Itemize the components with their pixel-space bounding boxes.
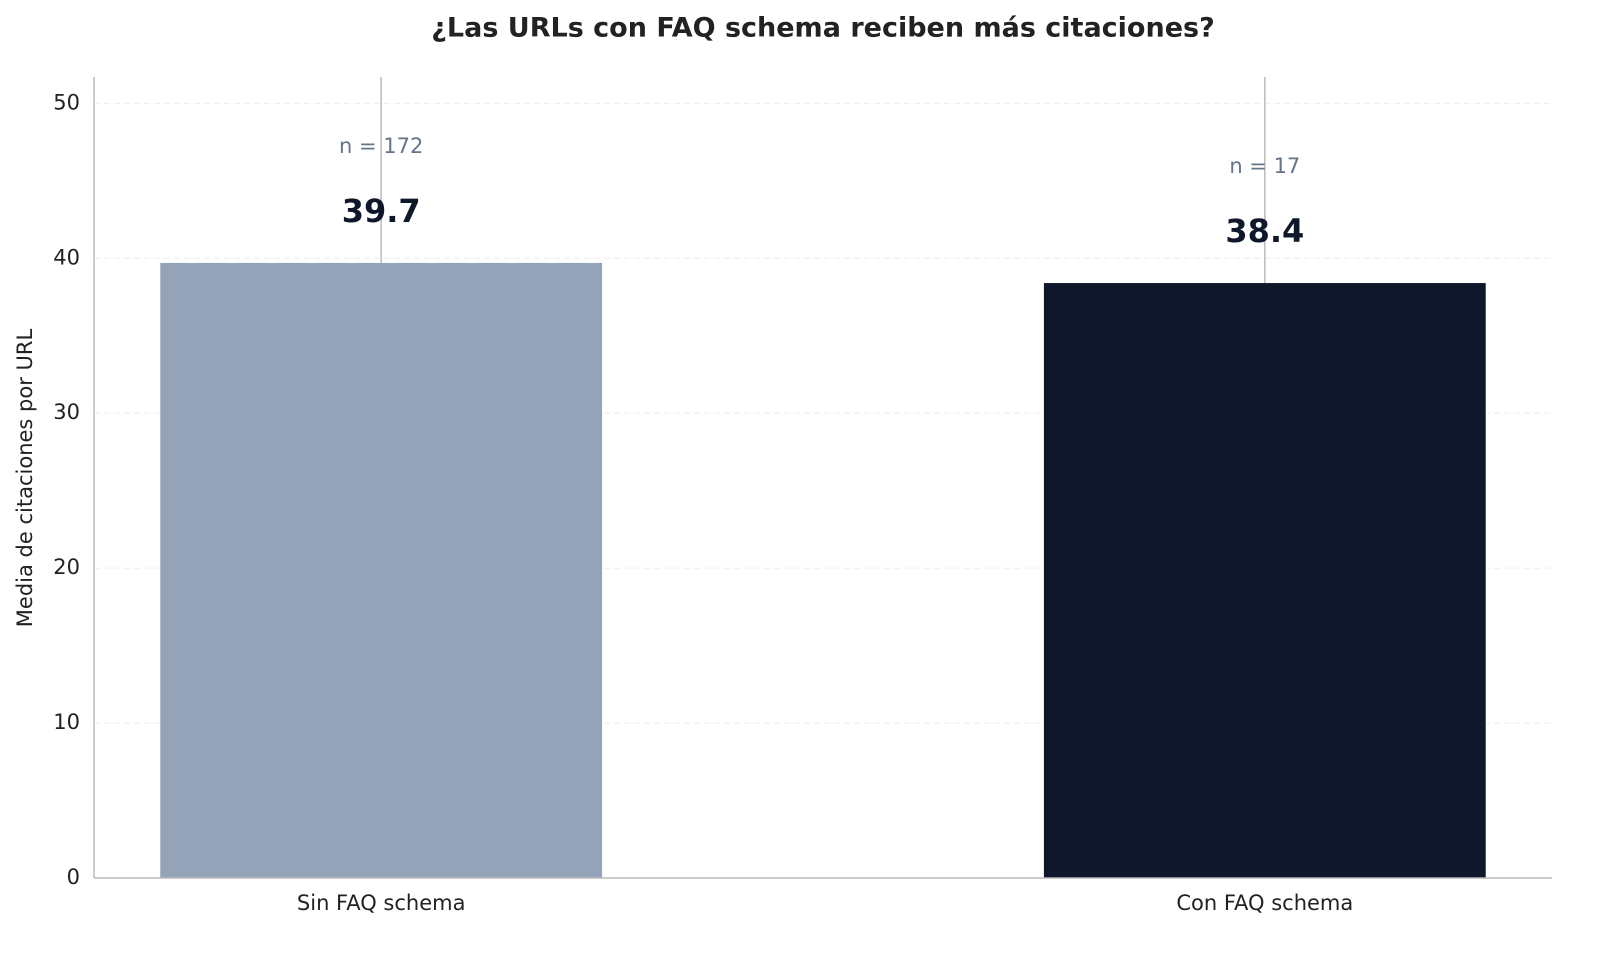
y-tick-label: 50 bbox=[53, 90, 80, 114]
y-tick-label: 30 bbox=[53, 400, 80, 424]
x-tick-label: Sin FAQ schema bbox=[297, 891, 466, 915]
sample-size-label: n = 17 bbox=[1229, 154, 1300, 178]
y-tick-label: 10 bbox=[53, 710, 80, 734]
bar bbox=[1043, 283, 1486, 879]
labels: 0 10 20 30 40 50 Sin FAQ schema 39.7 n = 172 Con … bbox=[53, 90, 1353, 915]
value-label: 39.7 bbox=[342, 192, 421, 230]
y-tick-label: 20 bbox=[53, 555, 80, 579]
y-tick-label: 40 bbox=[53, 245, 80, 269]
bar bbox=[160, 262, 603, 878]
x-tick-label: Con FAQ schema bbox=[1176, 891, 1353, 915]
chart-title: ¿Las URLs con FAQ schema reciben más cit… bbox=[431, 13, 1215, 44]
y-tick-label: 0 bbox=[67, 865, 80, 889]
y-axis-label: Media de citaciones por URL bbox=[13, 329, 37, 628]
value-label: 38.4 bbox=[1225, 212, 1304, 250]
bars bbox=[160, 262, 1486, 879]
sample-size-label: n = 172 bbox=[339, 134, 423, 158]
